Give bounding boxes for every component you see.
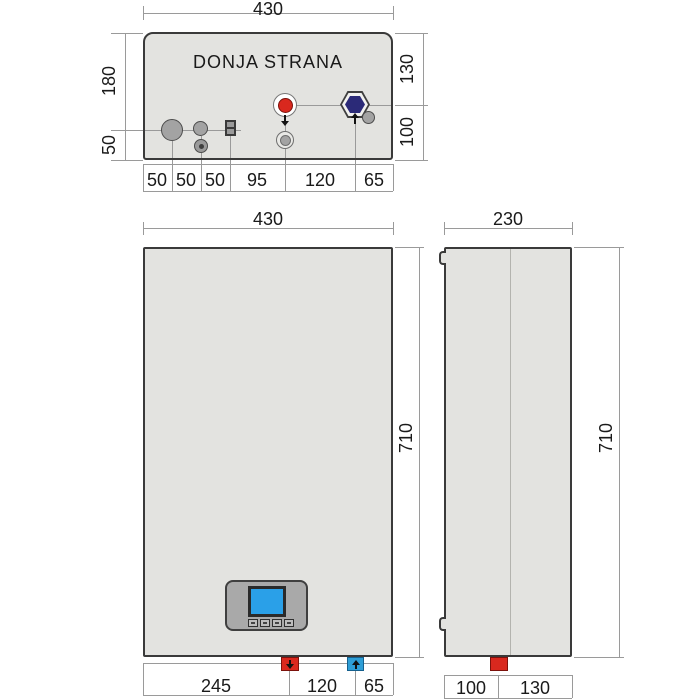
dim-label: 120	[306, 676, 338, 696]
dim-label-right-upper: 130	[397, 53, 417, 85]
panel-button-4	[284, 619, 294, 627]
dim-label-height: 710	[396, 422, 416, 454]
dim-line	[143, 663, 393, 664]
panel-button-2	[260, 619, 270, 627]
dim-line	[444, 675, 572, 676]
vent-port-small	[362, 111, 375, 124]
drain-port	[276, 131, 294, 149]
dim-line	[419, 247, 420, 657]
tick	[285, 160, 286, 191]
dim-line	[143, 13, 393, 14]
centerline	[230, 136, 231, 158]
dim-line	[423, 33, 424, 161]
extension-line	[574, 247, 624, 248]
drain-port-core	[279, 134, 291, 146]
extension-line	[393, 222, 394, 235]
dim-label: 130	[519, 678, 551, 698]
flow-pipe-stub-red	[281, 657, 299, 671]
centerline	[355, 116, 356, 158]
tick	[572, 675, 573, 698]
tick	[143, 164, 144, 191]
flow-down-arrow-icon	[281, 115, 289, 126]
panel-button-3	[272, 619, 282, 627]
extension-line	[143, 222, 144, 235]
dim-line	[444, 228, 572, 229]
dim-label: 65	[363, 676, 385, 696]
tick	[444, 675, 445, 698]
centerline-ports	[285, 105, 391, 106]
dim-label-right-lower: 100	[397, 116, 417, 148]
return-pipe-stub-blue	[347, 657, 364, 671]
dim-label-width: 430	[252, 209, 284, 229]
extension-line	[574, 657, 624, 658]
hot-water-port-core	[277, 97, 293, 113]
dim-line	[143, 228, 393, 229]
terminal-block	[225, 120, 236, 136]
panel-button-1	[248, 619, 258, 627]
dim-line	[444, 698, 572, 699]
dim-label-width: 430	[252, 0, 284, 19]
dim-label-height: 710	[596, 422, 616, 454]
extension-line	[395, 105, 428, 106]
tick	[230, 160, 231, 191]
dim-label: 65	[363, 170, 385, 190]
dim-label: 50	[146, 170, 168, 190]
cable-gland-large	[161, 119, 183, 141]
display-screen	[248, 586, 286, 617]
return-port-hex-nut	[340, 91, 370, 118]
mounting-bracket-top	[439, 251, 446, 265]
tick	[355, 160, 356, 191]
extension-line	[395, 160, 428, 161]
dim-label-width: 230	[492, 209, 524, 229]
dim-line	[619, 247, 620, 657]
dim-label: 245	[200, 676, 232, 696]
extension-line	[393, 6, 394, 20]
tick	[393, 663, 394, 695]
dim-line	[143, 695, 393, 696]
hot-water-port	[273, 93, 297, 117]
view-title: DONJA STRANA	[192, 52, 344, 72]
tick	[172, 160, 173, 191]
side-pipe-stub-red	[490, 657, 508, 671]
dim-label: 95	[246, 170, 268, 190]
dim-label: 50	[204, 170, 226, 190]
cable-gland-medium	[193, 121, 208, 136]
extension-line	[444, 222, 445, 235]
hex-ring	[342, 93, 368, 116]
casing-joint-line	[510, 249, 511, 655]
cable-gland-small	[194, 139, 208, 153]
extension-line	[395, 657, 424, 658]
return-up-arrow-icon	[351, 113, 359, 124]
return-port-core	[345, 96, 365, 113]
gland-core	[198, 143, 204, 149]
mounting-bracket-bottom	[439, 617, 446, 631]
tick	[498, 675, 499, 698]
dim-line	[143, 191, 393, 192]
dim-line	[143, 164, 393, 165]
centerline	[172, 141, 173, 158]
tick	[289, 663, 290, 695]
extension-line	[111, 33, 143, 34]
side-view-body	[444, 247, 572, 657]
extension-line	[143, 6, 144, 20]
tick	[355, 663, 356, 695]
tick	[201, 160, 202, 191]
dim-label: 50	[175, 170, 197, 190]
extension-line	[395, 247, 424, 248]
tick	[143, 663, 144, 695]
extension-line	[572, 222, 573, 235]
flow-down-arrow-icon	[286, 659, 294, 669]
bottom-view-body	[143, 32, 393, 160]
extension-line	[395, 33, 428, 34]
dim-label: 120	[304, 170, 336, 190]
dim-label: 100	[455, 678, 487, 698]
extension-line	[111, 160, 143, 161]
tick	[393, 164, 394, 191]
dim-label-left-upper: 180	[99, 65, 119, 97]
extension-line	[111, 130, 143, 131]
dim-line	[125, 33, 126, 161]
dim-label-left-lower: 50	[99, 134, 119, 156]
return-up-arrow-icon	[351, 659, 360, 669]
